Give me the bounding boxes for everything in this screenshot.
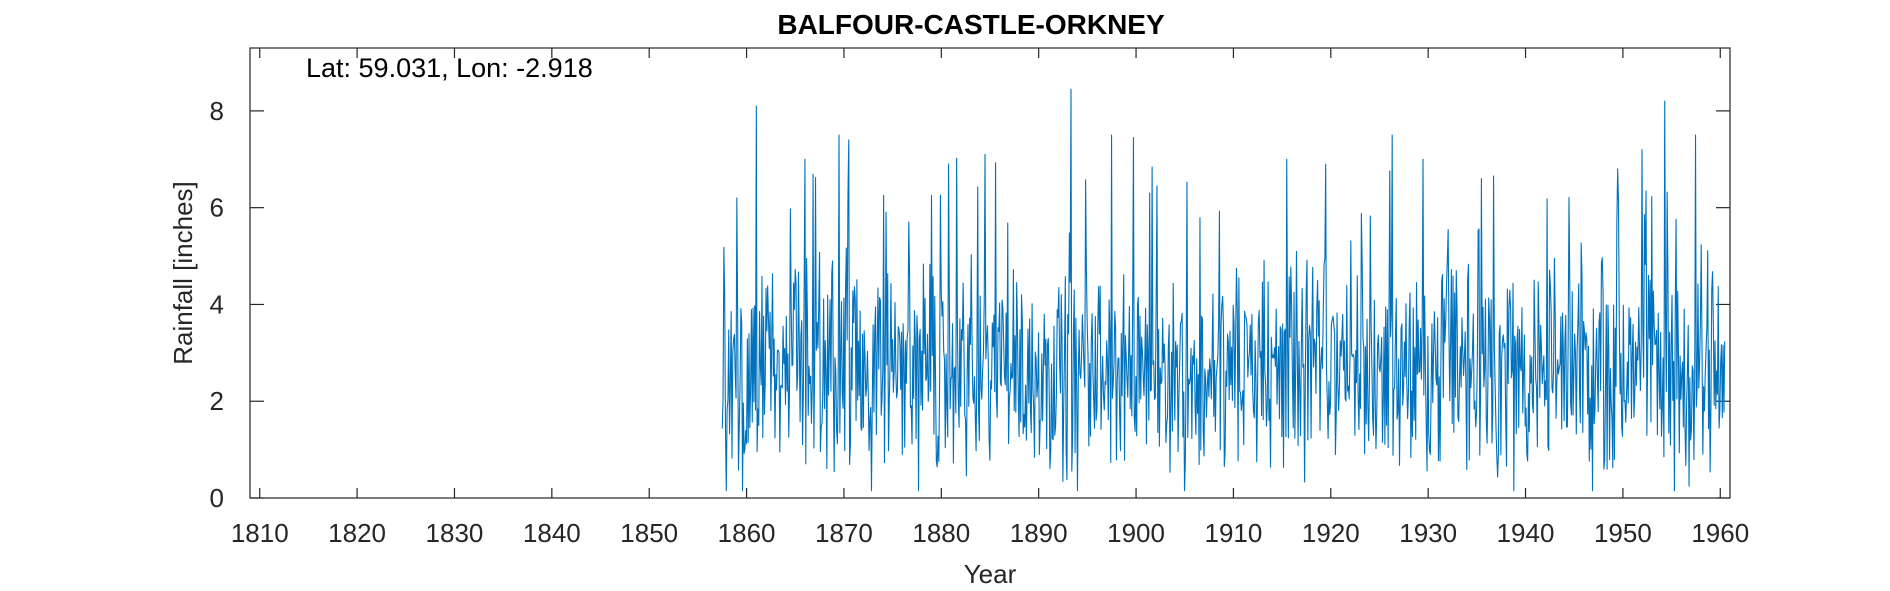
rainfall-series-line	[721, 88, 1726, 492]
x-tick-label: 1830	[426, 518, 484, 548]
x-axis-label: Year	[964, 559, 1017, 589]
y-axis-label: Rainfall [inches]	[168, 181, 198, 365]
x-tick-label: 1870	[815, 518, 873, 548]
x-tick-label: 1850	[620, 518, 678, 548]
y-axis: 0 2 4 6 8	[210, 96, 1730, 513]
location-annotation: Lat: 59.031, Lon: -2.918	[306, 53, 593, 83]
x-tick-label: 1880	[912, 518, 970, 548]
y-tick-label: 8	[210, 96, 224, 126]
y-tick-label: 0	[210, 483, 224, 513]
x-tick-label: 1940	[1497, 518, 1555, 548]
x-tick-label: 1810	[231, 518, 289, 548]
y-tick-label: 6	[210, 193, 224, 223]
x-tick-label: 1960	[1691, 518, 1749, 548]
x-tick-label: 1900	[1107, 518, 1165, 548]
x-tick-label: 1840	[523, 518, 581, 548]
x-tick-label: 1950	[1594, 518, 1652, 548]
x-tick-label: 1890	[1010, 518, 1068, 548]
x-tick-label: 1920	[1302, 518, 1360, 548]
chart-title: BALFOUR-CASTLE-ORKNEY	[777, 9, 1165, 40]
x-axis: 1810 1820 1830 1840 1850 1860 1870 1880 1890 1900…	[231, 48, 1749, 548]
x-tick-label: 1930	[1399, 518, 1457, 548]
x-tick-label: 1820	[328, 518, 386, 548]
x-tick-label: 1860	[718, 518, 776, 548]
y-tick-label: 4	[210, 289, 224, 319]
y-tick-label: 2	[210, 386, 224, 416]
x-tick-label: 1910	[1204, 518, 1262, 548]
